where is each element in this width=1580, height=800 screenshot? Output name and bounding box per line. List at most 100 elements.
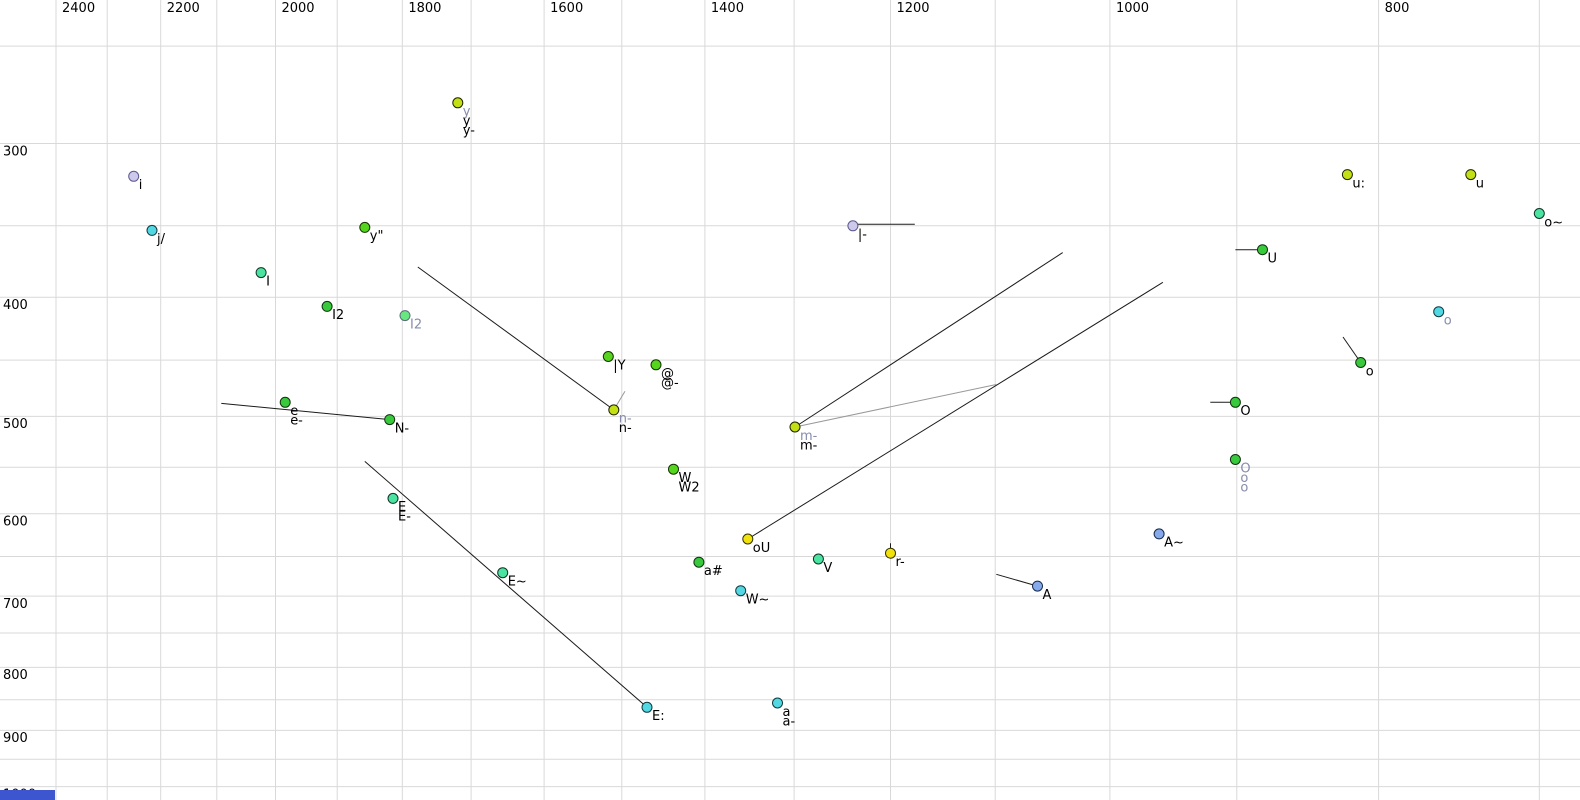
point-label: |Y xyxy=(613,358,625,373)
point-label: m- xyxy=(800,438,818,453)
y-tick-label: 400 xyxy=(3,298,28,313)
point-label: y- xyxy=(463,124,475,139)
data-point-U[interactable] xyxy=(1257,244,1268,256)
point-label: u: xyxy=(1352,176,1365,191)
point-label: U xyxy=(1268,251,1278,266)
point-label: o xyxy=(1366,364,1374,379)
point-label: y" xyxy=(370,229,384,244)
data-point-O-stack[interactable] xyxy=(1229,454,1241,465)
data-point-O[interactable] xyxy=(1229,396,1241,408)
data-point-|-[interactable] xyxy=(847,220,859,232)
data-point-N-[interactable] xyxy=(384,414,396,426)
point-label: a# xyxy=(704,564,723,579)
data-point-oU[interactable] xyxy=(742,533,754,545)
data-point-m-[interactable] xyxy=(789,421,801,433)
data-point-i[interactable] xyxy=(128,170,140,182)
point-label: j/ xyxy=(156,232,166,247)
point-label: o xyxy=(1240,480,1248,495)
x-tick-label: 1200 xyxy=(896,1,929,16)
connector-line xyxy=(364,461,648,708)
connector-line xyxy=(794,384,997,428)
point-label: V xyxy=(823,561,832,576)
data-point-u:[interactable] xyxy=(1341,169,1353,181)
point-label: r- xyxy=(896,555,906,570)
x-tick-label: 1400 xyxy=(711,1,744,16)
connector-line xyxy=(996,573,1038,587)
point-label: W~ xyxy=(746,592,770,607)
point-label: E~ xyxy=(508,574,527,589)
data-point-I2-gray[interactable] xyxy=(399,310,411,322)
data-point-E~[interactable] xyxy=(497,567,509,579)
point-label: o xyxy=(1240,471,1248,486)
data-point-o[interactable] xyxy=(1355,357,1367,368)
data-point-@[interactable] xyxy=(650,359,662,371)
point-label: E xyxy=(398,500,406,515)
point-label: i xyxy=(139,178,143,193)
data-point-E:[interactable] xyxy=(641,701,653,713)
point-label: a- xyxy=(783,714,796,729)
point-label: y xyxy=(463,114,471,129)
point-label: e- xyxy=(290,414,303,429)
y-tick-label: 600 xyxy=(3,515,28,530)
data-point-r-[interactable] xyxy=(885,547,896,559)
data-point-y"[interactable] xyxy=(359,221,371,233)
data-point-I2[interactable] xyxy=(321,300,333,312)
data-point-I[interactable] xyxy=(255,267,267,279)
point-label: e xyxy=(290,404,298,419)
x-tick-label: 1600 xyxy=(550,1,583,16)
x-tick-label: 2200 xyxy=(167,1,200,16)
point-label: O xyxy=(1240,461,1250,476)
point-label: u xyxy=(1476,176,1484,191)
connector-line xyxy=(221,402,390,421)
point-label: |- xyxy=(858,228,867,243)
y-tick-label: 900 xyxy=(3,731,28,746)
point-label: A~ xyxy=(1164,536,1184,551)
point-label: o xyxy=(1444,313,1452,328)
connector-line xyxy=(794,252,1063,428)
data-point-E[interactable] xyxy=(387,492,399,504)
point-label: oU xyxy=(753,541,770,556)
data-point-o~[interactable] xyxy=(1533,208,1545,219)
data-point-W[interactable] xyxy=(668,463,679,475)
point-label: a xyxy=(783,705,791,720)
data-point-V[interactable] xyxy=(812,553,824,565)
x-tick-label: 1800 xyxy=(408,1,441,16)
point-label: W xyxy=(679,471,692,486)
data-point-a[interactable] xyxy=(772,697,783,709)
data-point-j/[interactable] xyxy=(146,224,158,236)
point-label: n- xyxy=(619,412,632,427)
point-label: n- xyxy=(619,421,632,436)
corner-artifact xyxy=(0,790,55,800)
y-tick-label: 800 xyxy=(3,668,28,683)
data-point-e[interactable] xyxy=(279,396,291,408)
point-label: I2 xyxy=(332,308,344,323)
y-tick-label: 300 xyxy=(3,144,28,159)
x-tick-label: 2000 xyxy=(281,1,314,16)
point-label: o~ xyxy=(1544,215,1563,230)
data-point-A[interactable] xyxy=(1032,580,1043,592)
point-label: N- xyxy=(395,421,410,436)
y-tick-label: 700 xyxy=(3,597,28,612)
data-point-|Y[interactable] xyxy=(602,351,614,362)
data-point-u[interactable] xyxy=(1465,169,1477,181)
connector-line xyxy=(417,266,615,411)
point-label: y xyxy=(463,105,471,120)
data-point-A~[interactable] xyxy=(1153,528,1165,540)
x-tick-label: 1000 xyxy=(1116,1,1149,16)
y-tick-label: 500 xyxy=(3,417,28,432)
point-label: m- xyxy=(800,429,818,444)
x-tick-label: 800 xyxy=(1385,1,1410,16)
data-point-a#[interactable] xyxy=(693,556,705,568)
data-point-n-[interactable] xyxy=(608,404,620,416)
x-tick-label: 2400 xyxy=(62,1,95,16)
data-point-y[interactable] xyxy=(452,97,464,109)
point-label: A xyxy=(1043,588,1052,603)
data-point-W~[interactable] xyxy=(735,585,747,597)
point-label: I2 xyxy=(410,317,422,332)
point-label: O xyxy=(1240,404,1250,419)
point-label: E- xyxy=(398,510,411,525)
data-point-o-gray[interactable] xyxy=(1433,306,1445,318)
